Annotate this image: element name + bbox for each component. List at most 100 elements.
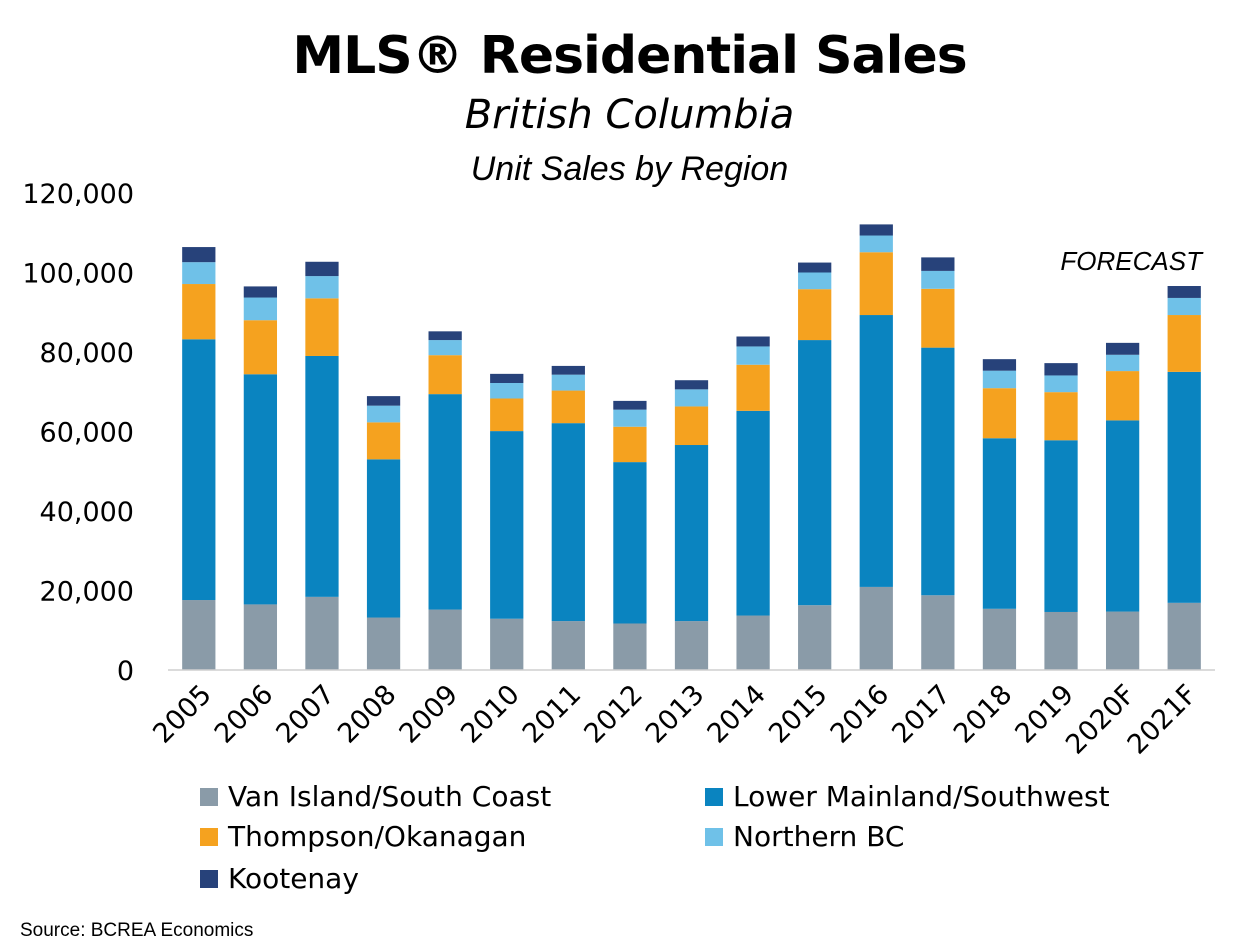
bar-segment	[366, 396, 401, 406]
bar-segment	[798, 605, 832, 670]
x-tick-label: 2013	[640, 679, 711, 750]
bar-segment	[243, 286, 278, 298]
x-tick-label: 2008	[332, 679, 403, 750]
bar-segment	[982, 359, 1017, 371]
x-tick-label: 2020F	[1060, 679, 1141, 760]
bar-segment	[736, 410, 770, 616]
bar-segment	[551, 365, 585, 375]
bar-segment	[551, 423, 585, 622]
x-tick-label: 2012	[578, 679, 649, 750]
bar-segment	[736, 336, 770, 347]
bar-segment	[921, 595, 955, 670]
legend-label: Northern BC	[733, 820, 905, 853]
bar-segment	[366, 617, 401, 670]
legend-swatch	[705, 787, 723, 806]
bars	[182, 224, 1201, 670]
bar-segment	[1105, 354, 1140, 372]
bar-segment	[551, 374, 585, 391]
bar-segment	[366, 459, 401, 618]
legend-label: Van Island/South Coast	[228, 780, 552, 813]
legend-label: Thompson/Okanagan	[228, 820, 527, 853]
bar-segment	[243, 604, 278, 670]
bar-segment	[736, 615, 770, 670]
x-tick-label: 2010	[455, 679, 526, 750]
bar-segment	[1044, 611, 1078, 670]
bar-segment	[613, 462, 647, 624]
bar-segment	[1044, 363, 1078, 376]
bar-segment	[305, 596, 339, 670]
x-tick-label: 2011	[517, 679, 588, 750]
bar-segment	[305, 276, 339, 299]
bar-segment	[982, 388, 1017, 439]
bar-segment	[921, 257, 955, 271]
legend-item: Kootenay	[200, 862, 359, 895]
bar-segment	[859, 252, 893, 316]
bar-segment	[921, 288, 955, 348]
legend-swatch	[200, 869, 218, 888]
bar-segment	[428, 331, 462, 341]
x-tick-label: 2021F	[1122, 679, 1203, 760]
source-note: Source: BCREA Economics	[20, 920, 254, 941]
y-tick-label: 120,000	[22, 179, 134, 210]
bar-segment	[243, 374, 278, 605]
bar-segment	[921, 270, 955, 289]
legend-swatch	[200, 787, 218, 806]
bar-segment	[859, 224, 893, 236]
bar-segment	[674, 406, 709, 446]
y-tick-label: 100,000	[22, 259, 134, 290]
bar-segment	[982, 370, 1017, 389]
bar-segment	[674, 621, 709, 670]
bar-segment	[182, 284, 216, 340]
bar-segment	[182, 247, 216, 263]
bar-segment	[490, 398, 524, 432]
bar-segment	[1167, 297, 1201, 316]
y-tick-label: 80,000	[40, 338, 134, 369]
bar-segment	[1105, 342, 1140, 355]
bar-segment	[305, 355, 339, 597]
x-tick-label: 2016	[825, 679, 896, 750]
bar-segment	[243, 320, 278, 375]
y-tick-label: 0	[117, 656, 134, 687]
bar-segment	[982, 608, 1017, 670]
bar-segment	[243, 297, 278, 321]
bar-segment	[736, 364, 770, 411]
x-tick-label: 2009	[394, 679, 465, 750]
chart-subtitle: British Columbia	[464, 92, 795, 138]
bar-segment	[859, 586, 893, 670]
bar-segment	[674, 380, 709, 390]
x-tick-label: 2006	[209, 679, 280, 750]
legend-swatch	[200, 827, 218, 846]
stacked-bar-chart: 020,00040,00060,00080,000100,000120,000 …	[22, 179, 1215, 761]
bar-segment	[305, 298, 339, 356]
bar-segment	[182, 339, 216, 601]
bar-segment	[674, 389, 709, 407]
chart-title: MLS® Residential Sales	[292, 26, 967, 86]
bar-segment	[551, 621, 585, 670]
bar-segment	[366, 422, 401, 460]
legend-item: Van Island/South Coast	[200, 780, 551, 813]
bar-segment	[674, 445, 709, 622]
bar-segment	[982, 438, 1017, 609]
bar-segment	[305, 261, 339, 277]
y-axis: 0 20,000 40,000 60,000 80,000 100,000 120,000	[22, 179, 134, 687]
bar-segment	[182, 600, 216, 670]
bar-segment	[182, 262, 216, 285]
legend-label: Kootenay	[228, 862, 359, 895]
legend-swatch	[705, 827, 723, 846]
bar-segment	[1044, 440, 1078, 612]
bar-segment	[1105, 371, 1140, 421]
bar-segment	[551, 390, 585, 424]
x-axis: 2005200620072008200920102011201220132014…	[147, 679, 1203, 760]
bar-segment	[428, 394, 462, 610]
x-tick-label: 2007	[270, 679, 341, 750]
bar-segment	[613, 409, 647, 427]
bar-segment	[1167, 371, 1201, 603]
x-tick-label: 2015	[763, 679, 834, 750]
y-tick-label: 60,000	[40, 418, 134, 449]
bar-segment	[490, 431, 524, 619]
bar-segment	[1105, 420, 1140, 612]
bar-segment	[859, 315, 893, 587]
bar-segment	[428, 609, 462, 670]
bar-segment	[1167, 286, 1201, 298]
bar-segment	[613, 426, 647, 463]
